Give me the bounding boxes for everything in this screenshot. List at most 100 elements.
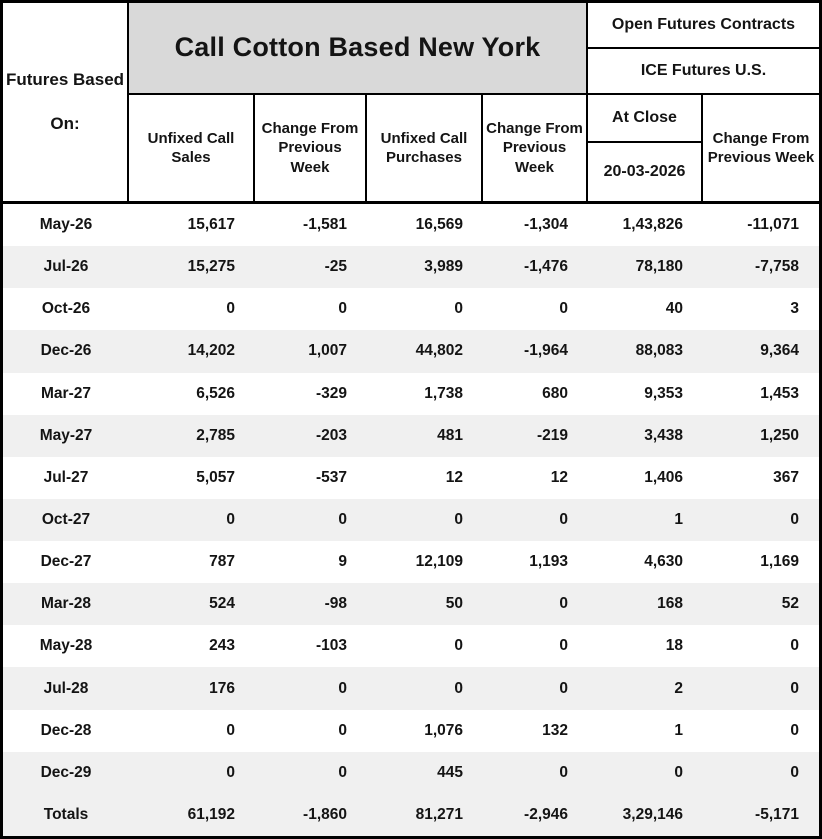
value-cell: -219 xyxy=(536,426,568,444)
table-row: Oct-27 0 0 0 0 1 0 xyxy=(3,498,819,542)
value-cell: -98 xyxy=(324,595,347,613)
value-cell: -1,304 xyxy=(524,216,568,234)
at-close-date: 20-03-2026 xyxy=(588,143,701,201)
col-header-change-prev-week-purchases: Change From Previous Week xyxy=(483,95,586,201)
value-cell: 0 xyxy=(790,510,799,528)
table-row: May-28 243 -103 0 0 18 0 xyxy=(3,625,819,667)
month-cell: Mar-28 xyxy=(41,595,91,613)
value-cell: -1,476 xyxy=(524,258,568,276)
value-cell: 1 xyxy=(674,510,683,528)
value-cell: 367 xyxy=(773,468,799,486)
value-cell: 0 xyxy=(559,763,568,781)
value-cell: -5,171 xyxy=(755,805,799,823)
value-cell: 50 xyxy=(445,595,463,613)
month-cell: Jul-27 xyxy=(43,468,89,486)
table-row: Dec-27 787 9 12,109 1,193 4,630 1,169 xyxy=(3,541,819,583)
month-cell: Dec-27 xyxy=(40,553,92,571)
month-cell: May-27 xyxy=(39,426,93,444)
value-cell: 168 xyxy=(657,595,683,613)
value-cell: 6,526 xyxy=(196,384,235,402)
value-cell: 0 xyxy=(559,679,568,697)
value-cell: 1,43,826 xyxy=(622,216,683,234)
table-row: Mar-28 524 -98 50 0 168 52 xyxy=(3,583,819,626)
value-cell: 44,802 xyxy=(415,342,463,360)
value-cell: 243 xyxy=(209,637,235,655)
table-body: May-26 15,617 -1,581 16,569 -1,304 1,43,826 -1… xyxy=(3,204,819,836)
table-title: Call Cotton Based New York xyxy=(129,3,586,93)
month-cell: Dec-26 xyxy=(40,342,92,360)
value-cell: 1,169 xyxy=(760,553,799,571)
value-cell: 1 xyxy=(674,721,683,739)
corner-label: Futures Based On: xyxy=(3,3,127,201)
month-cell: Mar-27 xyxy=(41,384,91,402)
value-cell: 12,109 xyxy=(415,553,463,571)
value-cell: -11,071 xyxy=(747,216,799,234)
table-row: Dec-29 0 0 445 0 0 0 xyxy=(3,751,819,794)
col-header-at-close: At Close xyxy=(588,95,701,141)
table-row: Jul-28 176 0 0 0 2 0 xyxy=(3,667,819,710)
value-cell: 0 xyxy=(790,637,799,655)
value-cell: 9 xyxy=(338,553,347,571)
value-cell: 1,007 xyxy=(308,342,347,360)
month-cell: Dec-28 xyxy=(40,721,92,739)
totals-row: Totals 61,192 -1,860 81,271 -2,946 3,29,146 -5… xyxy=(3,793,819,836)
value-cell: 0 xyxy=(226,510,235,528)
value-cell: 12 xyxy=(445,468,463,486)
value-cell: 0 xyxy=(454,679,463,697)
value-cell: -329 xyxy=(315,384,347,402)
value-cell: 14,202 xyxy=(187,342,235,360)
value-cell: 0 xyxy=(454,637,463,655)
month-cell: Oct-27 xyxy=(41,510,91,528)
value-cell: 680 xyxy=(542,384,568,402)
month-cell: Jul-28 xyxy=(43,679,89,697)
month-cell: May-28 xyxy=(39,637,93,655)
ice-futures-us-label: ICE Futures U.S. xyxy=(588,49,819,93)
col-header-change-prev-week-sales: Change From Previous Week xyxy=(255,95,365,201)
value-cell: 2 xyxy=(674,679,683,697)
value-cell: -7,758 xyxy=(755,258,799,276)
totals-label: Totals xyxy=(43,805,89,823)
value-cell: 15,617 xyxy=(187,216,235,234)
value-cell: -537 xyxy=(315,468,347,486)
table-row: Dec-26 14,202 1,007 44,802 -1,964 88,083 9,364 xyxy=(3,330,819,373)
value-cell: 78,180 xyxy=(635,258,683,276)
value-cell: 3 xyxy=(790,300,799,318)
value-cell: 3,989 xyxy=(424,258,463,276)
value-cell: 88,083 xyxy=(635,342,683,360)
value-cell: 1,453 xyxy=(760,384,799,402)
value-cell: 0 xyxy=(559,300,568,318)
value-cell: 445 xyxy=(437,763,463,781)
value-cell: 81,271 xyxy=(415,805,463,823)
table-row: Jul-26 15,275 -25 3,989 -1,476 78,180 -7,758 xyxy=(3,246,819,289)
value-cell: 0 xyxy=(454,510,463,528)
value-cell: 1,406 xyxy=(644,468,683,486)
month-cell: Dec-29 xyxy=(40,763,92,781)
value-cell: 1,250 xyxy=(760,426,799,444)
value-cell: 0 xyxy=(454,300,463,318)
value-cell: -2,946 xyxy=(524,805,568,823)
value-cell: 9,353 xyxy=(644,384,683,402)
value-cell: 0 xyxy=(559,510,568,528)
value-cell: -1,581 xyxy=(303,216,347,234)
value-cell: 0 xyxy=(226,300,235,318)
value-cell: 481 xyxy=(437,426,463,444)
value-cell: 2,785 xyxy=(196,426,235,444)
value-cell: 40 xyxy=(665,300,683,318)
value-cell: 0 xyxy=(338,300,347,318)
value-cell: -103 xyxy=(315,637,347,655)
corner-label-line1: Futures Based xyxy=(5,69,125,89)
value-cell: 3,29,146 xyxy=(622,805,683,823)
col-header-unfixed-call-purchases: Unfixed Call Purchases xyxy=(367,95,481,201)
value-cell: 5,057 xyxy=(196,468,235,486)
table-row: May-27 2,785 -203 481 -219 3,438 1,250 xyxy=(3,414,819,457)
value-cell: 1,193 xyxy=(529,553,568,571)
value-cell: 3,438 xyxy=(644,426,683,444)
value-cell: 787 xyxy=(209,553,235,571)
value-cell: 0 xyxy=(226,763,235,781)
month-cell: May-26 xyxy=(39,216,93,234)
value-cell: 524 xyxy=(209,595,235,613)
value-cell: 132 xyxy=(542,721,568,739)
table-row: Dec-28 0 0 1,076 132 1 0 xyxy=(3,710,819,752)
value-cell: 4,630 xyxy=(644,553,683,571)
value-cell: 0 xyxy=(674,763,683,781)
